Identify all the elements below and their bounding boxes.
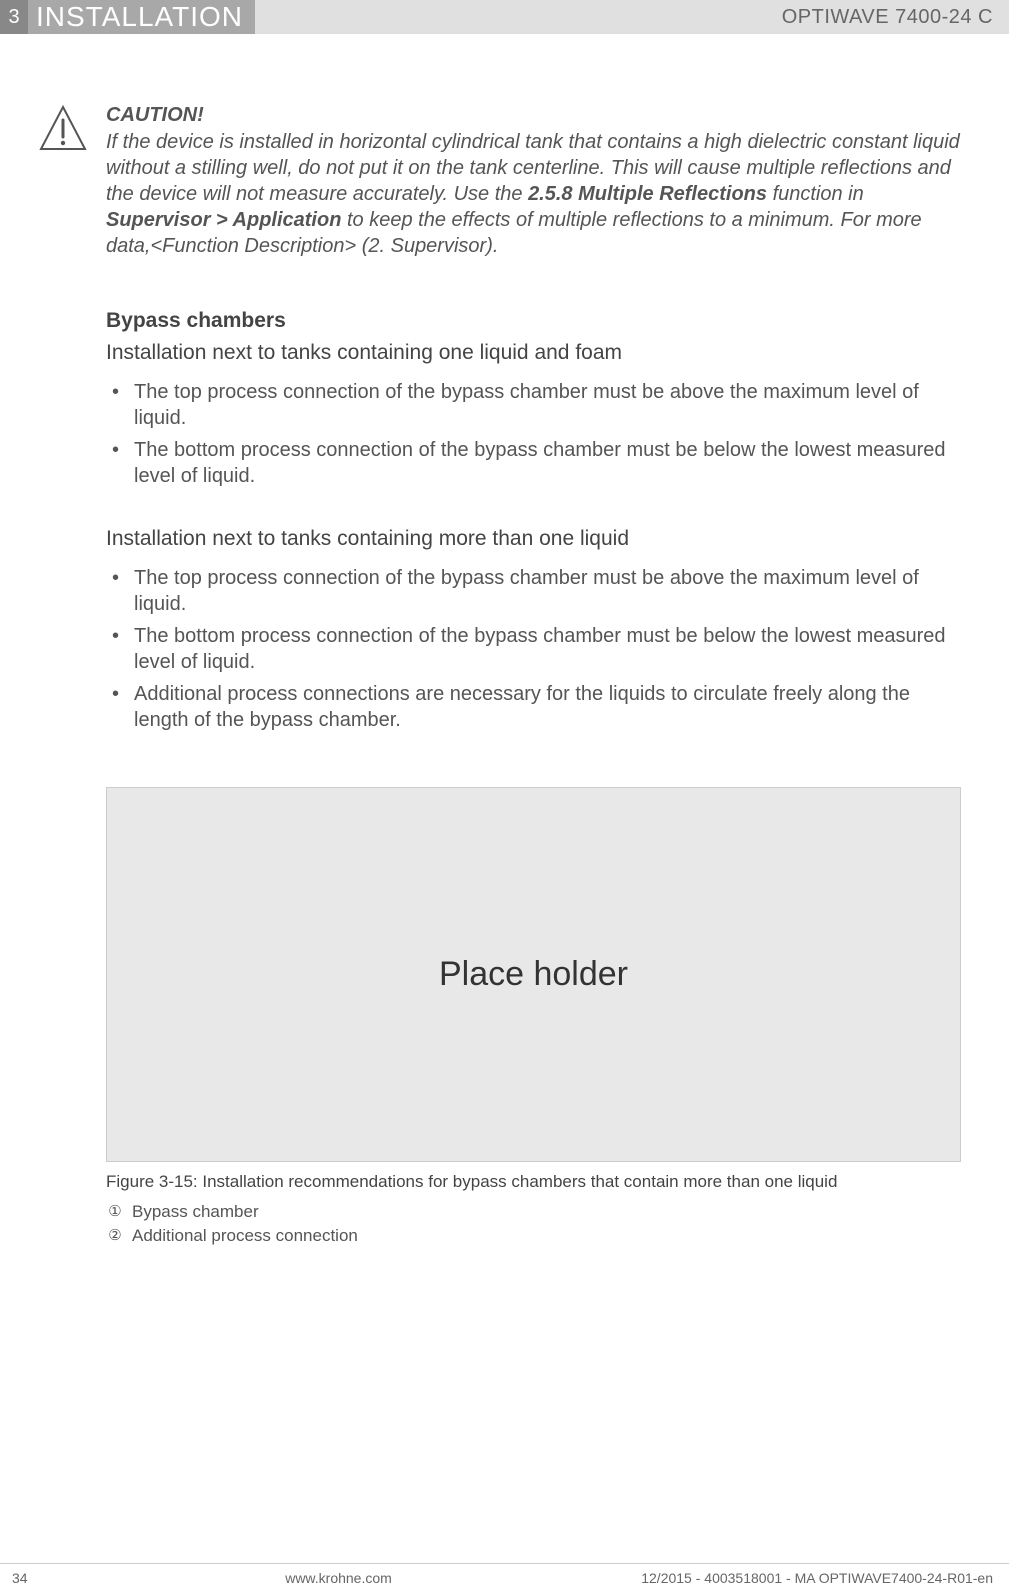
legend-text-2: Additional process connection	[132, 1224, 358, 1248]
legend-num-2: ②	[106, 1227, 124, 1245]
caution-block: CAUTION! If the device is installed in h…	[48, 104, 961, 259]
list-item: The top process connection of the bypass…	[106, 565, 961, 617]
legend-item-1: ① Bypass chamber	[106, 1200, 961, 1224]
legend-item-2: ② Additional process connection	[106, 1224, 961, 1248]
footer-doc-id: 12/2015 - 4003518001 - MA OPTIWAVE7400-2…	[629, 1570, 1009, 1586]
caution-title: CAUTION!	[106, 104, 961, 127]
main-body: Bypass chambers Installation next to tan…	[48, 309, 961, 1248]
list-item: The bottom process connection of the byp…	[106, 437, 961, 489]
caution-text: CAUTION! If the device is installed in h…	[106, 104, 961, 259]
caution-ref-1: 2.5.8 Multiple Reflections	[528, 183, 767, 205]
bypass-heading: Bypass chambers	[106, 309, 961, 333]
legend-text-1: Bypass chamber	[132, 1200, 259, 1224]
caution-icon	[38, 104, 88, 154]
page-content: CAUTION! If the device is installed in h…	[0, 34, 1009, 1248]
bullet-list-2: The top process connection of the bypass…	[106, 565, 961, 733]
caution-body-mid1: function in	[767, 183, 864, 205]
header-left: 3 INSTALLATION	[0, 0, 255, 34]
subheading-one-liquid: Installation next to tanks containing on…	[106, 341, 961, 365]
list-item: The bottom process connection of the byp…	[106, 623, 961, 675]
footer-page-number: 34	[0, 1570, 48, 1586]
section-number-badge: 3	[0, 0, 28, 34]
product-name: OPTIWAVE 7400-24 C	[255, 0, 1009, 34]
list-item: The top process connection of the bypass…	[106, 379, 961, 431]
caution-body: If the device is installed in horizontal…	[106, 129, 961, 259]
bullet-list-1: The top process connection of the bypass…	[106, 379, 961, 489]
figure-caption: Figure 3-15: Installation recommendation…	[106, 1172, 961, 1192]
figure-placeholder-text: Place holder	[439, 955, 628, 994]
page-footer: 34 www.krohne.com 12/2015 - 4003518001 -…	[0, 1563, 1009, 1591]
figure-placeholder-box: Place holder	[106, 787, 961, 1162]
figure-legend: ① Bypass chamber ② Additional process co…	[106, 1200, 961, 1248]
footer-url: www.krohne.com	[48, 1570, 629, 1586]
legend-num-1: ①	[106, 1203, 124, 1221]
section-title: INSTALLATION	[28, 1, 255, 33]
list-item: Additional process connections are neces…	[106, 681, 961, 733]
caution-ref-2: Supervisor > Application	[106, 209, 341, 231]
subheading-multi-liquid: Installation next to tanks containing mo…	[106, 527, 961, 551]
page-header: 3 INSTALLATION OPTIWAVE 7400-24 C	[0, 0, 1009, 34]
